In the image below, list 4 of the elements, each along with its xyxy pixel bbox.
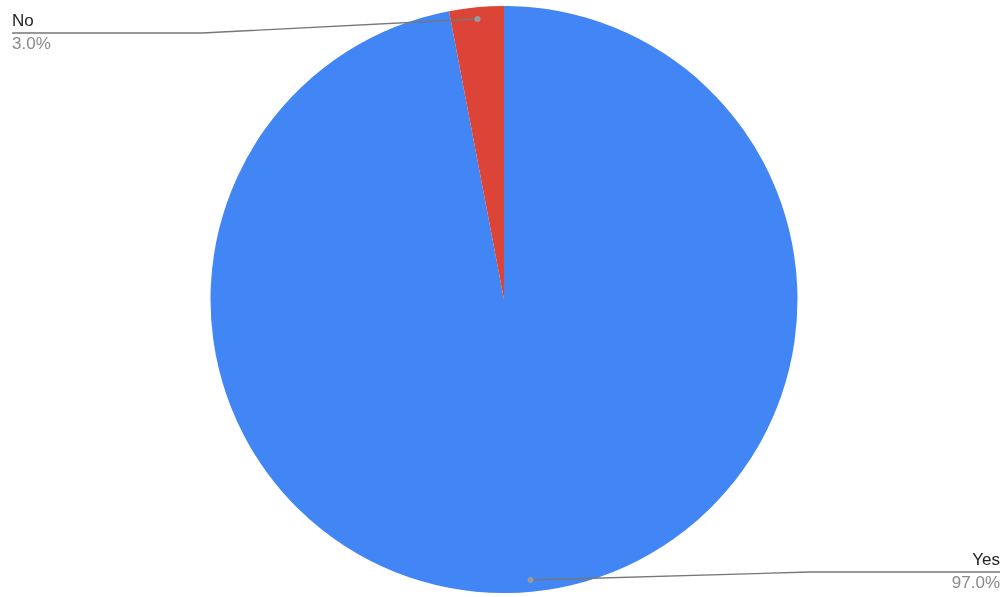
slice-label: No [12, 11, 34, 31]
data-label: 97.0% [951, 573, 1000, 593]
data-label: 3.0% [12, 34, 51, 54]
slice-label: Yes [972, 550, 1000, 570]
